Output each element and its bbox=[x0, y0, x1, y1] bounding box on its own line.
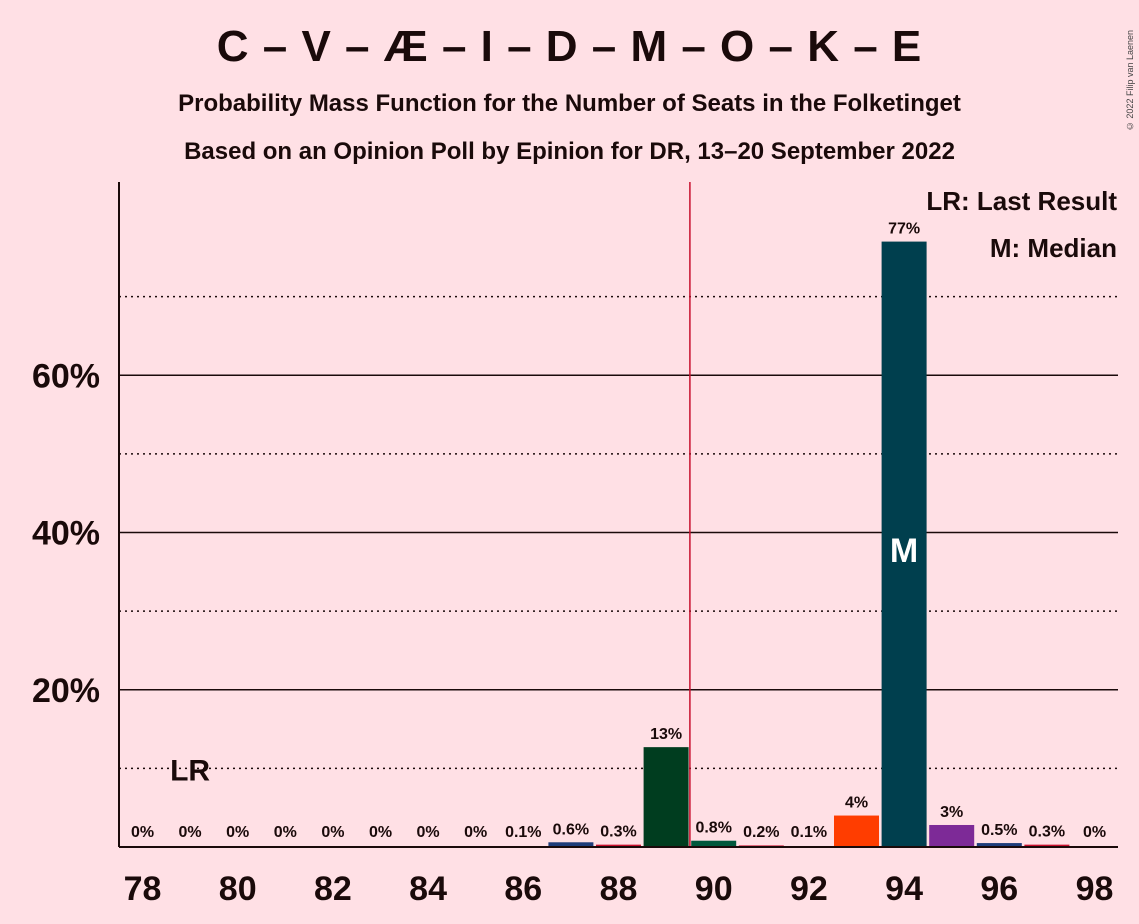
chart-subtitle-2: Based on an Opinion Poll by Epinion for … bbox=[184, 138, 955, 165]
bar-label-95: 3% bbox=[940, 804, 963, 821]
x-tick-label: 98 bbox=[1076, 870, 1114, 908]
bar-label-83: 0% bbox=[369, 824, 392, 841]
chart-title: C – V – Æ – I – D – M – O – K – E bbox=[216, 22, 923, 71]
x-tick-label: 94 bbox=[885, 870, 923, 908]
bar-label-94: 77% bbox=[888, 221, 920, 238]
bar-seat-88 bbox=[596, 844, 641, 847]
bar-label-78: 0% bbox=[131, 824, 154, 841]
bar-label-92: 0.1% bbox=[791, 824, 827, 841]
bar-label-89: 13% bbox=[650, 726, 682, 743]
x-tick-label: 86 bbox=[504, 870, 542, 908]
bar-seat-96 bbox=[976, 843, 1022, 847]
bar-label-81: 0% bbox=[274, 824, 297, 841]
x-tick-label: 78 bbox=[124, 870, 162, 908]
x-tick-label: 82 bbox=[314, 870, 352, 908]
bar-label-96: 0.5% bbox=[981, 822, 1017, 839]
bar-label-90: 0.8% bbox=[695, 820, 731, 837]
bar-label-97: 0.3% bbox=[1029, 824, 1065, 841]
legend-median: M: Median bbox=[989, 233, 1117, 263]
legend-last-result: LR: Last Result bbox=[926, 186, 1117, 216]
bar-label-84: 0% bbox=[417, 824, 440, 841]
bar-label-98: 0% bbox=[1083, 824, 1106, 841]
x-tick-label: 88 bbox=[600, 870, 638, 908]
bar-seat-97 bbox=[1024, 844, 1070, 847]
bar-seat-95 bbox=[929, 824, 975, 847]
bar-label-93: 4% bbox=[845, 795, 868, 812]
x-tick-label: 96 bbox=[980, 870, 1018, 908]
bar-label-80: 0% bbox=[226, 824, 249, 841]
bar-label-82: 0% bbox=[321, 824, 344, 841]
y-tick-label: 20% bbox=[32, 672, 100, 710]
bar-label-88: 0.3% bbox=[600, 824, 636, 841]
bar-label-86: 0.1% bbox=[505, 824, 541, 841]
x-tick-label: 80 bbox=[219, 870, 257, 908]
chart-subtitle: Probability Mass Function for the Number… bbox=[178, 90, 961, 117]
x-tick-label: 90 bbox=[695, 870, 733, 908]
bar-label-91: 0.2% bbox=[743, 824, 779, 841]
y-tick-label: 60% bbox=[32, 357, 100, 395]
y-tick-label: 40% bbox=[32, 515, 100, 553]
last-result-marker: LR bbox=[170, 754, 210, 787]
bar-seat-87 bbox=[548, 842, 594, 847]
median-marker: M bbox=[890, 532, 918, 570]
bar-seat-94 bbox=[881, 241, 927, 847]
bar-label-85: 0% bbox=[464, 824, 487, 841]
x-tick-label: 92 bbox=[790, 870, 828, 908]
bar-label-87: 0.6% bbox=[553, 821, 589, 838]
bar-seat-89 bbox=[643, 747, 689, 847]
bar-seat-90 bbox=[691, 840, 737, 847]
bar-label-79: 0% bbox=[179, 824, 202, 841]
x-tick-label: 84 bbox=[409, 870, 447, 908]
bar-seat-93 bbox=[834, 815, 879, 847]
